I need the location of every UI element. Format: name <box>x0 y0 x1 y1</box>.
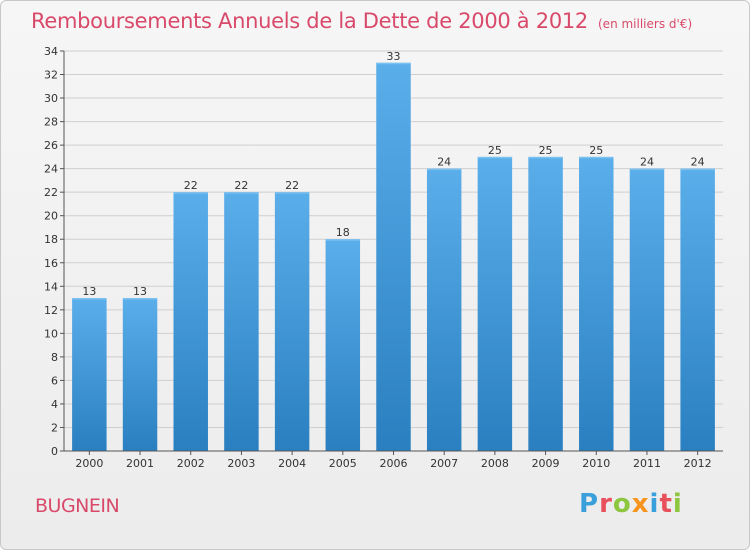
bar <box>680 168 715 451</box>
bar <box>528 156 563 451</box>
y-tick-label: 8 <box>51 351 58 364</box>
bar-highlight <box>325 239 361 241</box>
bar-highlight <box>122 298 158 300</box>
x-tick-label: 2001 <box>126 457 154 470</box>
value-label: 33 <box>387 50 401 63</box>
y-tick-label: 14 <box>44 280 58 293</box>
logo-letter: t <box>659 489 673 519</box>
value-label: 25 <box>589 144 603 157</box>
chart-subtitle: (en milliers d'€) <box>598 17 693 31</box>
x-tick-label: 2005 <box>329 457 357 470</box>
bar-highlight <box>629 168 665 171</box>
logo-letter: r <box>599 489 613 519</box>
bar <box>122 298 158 451</box>
y-tick-label: 12 <box>44 304 58 317</box>
x-tick-label: 2010 <box>582 457 610 470</box>
x-tick-label: 2011 <box>633 457 661 470</box>
value-label: 24 <box>691 156 705 169</box>
y-tick-label: 28 <box>44 116 58 129</box>
proxiti-logo: Proxiti <box>579 489 683 519</box>
bar-highlight <box>680 168 715 171</box>
bar <box>173 192 208 452</box>
bar-highlight <box>528 156 563 159</box>
y-tick-label: 6 <box>51 374 58 387</box>
value-label: 13 <box>82 285 96 298</box>
y-tick-label: 16 <box>44 257 58 270</box>
bar-highlight <box>426 168 462 171</box>
chart-title: Remboursements Annuels de la Dette de 20… <box>31 9 692 33</box>
bar <box>325 239 361 451</box>
y-tick-label: 30 <box>44 92 58 105</box>
y-tick-label: 20 <box>44 210 58 223</box>
y-tick-label: 22 <box>44 186 58 199</box>
bar-highlight <box>274 192 310 194</box>
value-label: 25 <box>488 144 502 157</box>
bar-highlight <box>173 192 208 194</box>
value-label: 24 <box>640 156 654 169</box>
x-tick-label: 2009 <box>532 457 560 470</box>
x-tick-label: 2007 <box>430 457 458 470</box>
logo-letter: P <box>579 489 600 519</box>
chart-title-text: Remboursements Annuels de la Dette de 20… <box>31 9 588 33</box>
bar-highlight <box>376 62 411 65</box>
y-tick-label: 2 <box>51 421 58 434</box>
bar-highlight <box>477 156 513 159</box>
logo-letter: i <box>649 489 660 519</box>
x-tick-label: 2008 <box>481 457 509 470</box>
bar-highlight <box>224 192 259 194</box>
axes <box>60 50 723 455</box>
x-tick-label: 2006 <box>380 457 408 470</box>
bar <box>629 168 665 451</box>
value-label: 25 <box>539 144 553 157</box>
bar <box>224 192 259 452</box>
logo-letter: o <box>612 489 632 519</box>
y-tick-label: 18 <box>44 233 58 246</box>
value-label: 24 <box>437 156 451 169</box>
town-name: BUGNEIN <box>35 495 120 517</box>
value-label: 18 <box>336 226 350 239</box>
value-label: 13 <box>133 285 147 298</box>
y-tick-label: 10 <box>44 327 58 340</box>
labels: 0246810121416182022242628303234132000132… <box>44 45 712 470</box>
x-tick-label: 2004 <box>278 457 306 470</box>
y-tick-label: 32 <box>44 69 58 82</box>
x-tick-label: 2002 <box>177 457 205 470</box>
bar <box>72 298 107 451</box>
bar-highlight <box>579 156 614 159</box>
bar <box>477 156 513 451</box>
bar-highlight <box>72 298 107 300</box>
logo-letter: x <box>631 489 650 519</box>
value-label: 22 <box>184 179 198 192</box>
x-tick-label: 2003 <box>227 457 255 470</box>
y-tick-label: 24 <box>44 163 58 176</box>
x-tick-label: 2000 <box>75 457 103 470</box>
y-tick-label: 0 <box>51 445 58 458</box>
x-tick-label: 2012 <box>684 457 712 470</box>
bar <box>274 192 310 452</box>
bar <box>426 168 462 451</box>
bar <box>376 62 411 451</box>
y-tick-label: 26 <box>44 139 58 152</box>
logo-letter: i <box>672 489 683 519</box>
value-label: 22 <box>234 179 248 192</box>
y-tick-label: 4 <box>51 398 58 411</box>
value-label: 22 <box>285 179 299 192</box>
bars <box>72 62 715 452</box>
bar <box>579 156 614 451</box>
y-tick-label: 34 <box>44 45 58 58</box>
